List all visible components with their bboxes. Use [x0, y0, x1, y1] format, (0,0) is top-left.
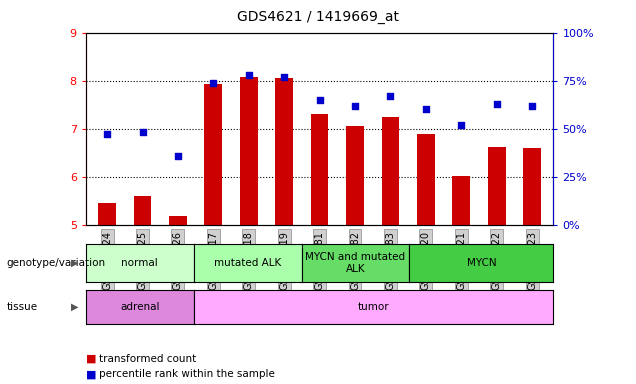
Bar — [205, 84, 222, 225]
Bar — [417, 134, 434, 225]
Bar — [452, 176, 470, 225]
Bar — [523, 148, 541, 225]
Bar — [169, 216, 187, 225]
Text: tumor: tumor — [357, 302, 389, 312]
Text: MYCN and mutated
ALK: MYCN and mutated ALK — [305, 252, 406, 274]
Text: transformed count: transformed count — [99, 354, 196, 364]
Bar — [346, 126, 364, 225]
Text: genotype/variation: genotype/variation — [6, 258, 106, 268]
Point — [137, 129, 148, 136]
Text: GDS4621 / 1419669_at: GDS4621 / 1419669_at — [237, 10, 399, 23]
Bar — [488, 147, 506, 225]
Point — [385, 93, 396, 99]
Text: mutated ALK: mutated ALK — [214, 258, 281, 268]
Point — [173, 152, 183, 159]
Point — [492, 101, 502, 107]
Text: MYCN: MYCN — [467, 258, 496, 268]
Point — [208, 79, 218, 86]
Point — [279, 74, 289, 80]
Bar — [134, 196, 151, 225]
Point — [350, 103, 360, 109]
Point — [527, 103, 537, 109]
Point — [244, 72, 254, 78]
Text: ■: ■ — [86, 354, 97, 364]
Bar — [98, 203, 116, 225]
Text: tissue: tissue — [6, 302, 38, 312]
Bar — [382, 117, 399, 225]
Text: ▶: ▶ — [71, 302, 79, 312]
Text: percentile rank within the sample: percentile rank within the sample — [99, 369, 275, 379]
Text: adrenal: adrenal — [120, 302, 160, 312]
Point — [421, 106, 431, 113]
Bar — [240, 77, 258, 225]
Bar — [275, 78, 293, 225]
Point — [456, 122, 466, 128]
Text: ■: ■ — [86, 369, 97, 379]
Point — [315, 97, 325, 103]
Text: ▶: ▶ — [71, 258, 79, 268]
Point — [102, 131, 112, 137]
Bar — [311, 114, 328, 225]
Text: normal: normal — [121, 258, 158, 268]
